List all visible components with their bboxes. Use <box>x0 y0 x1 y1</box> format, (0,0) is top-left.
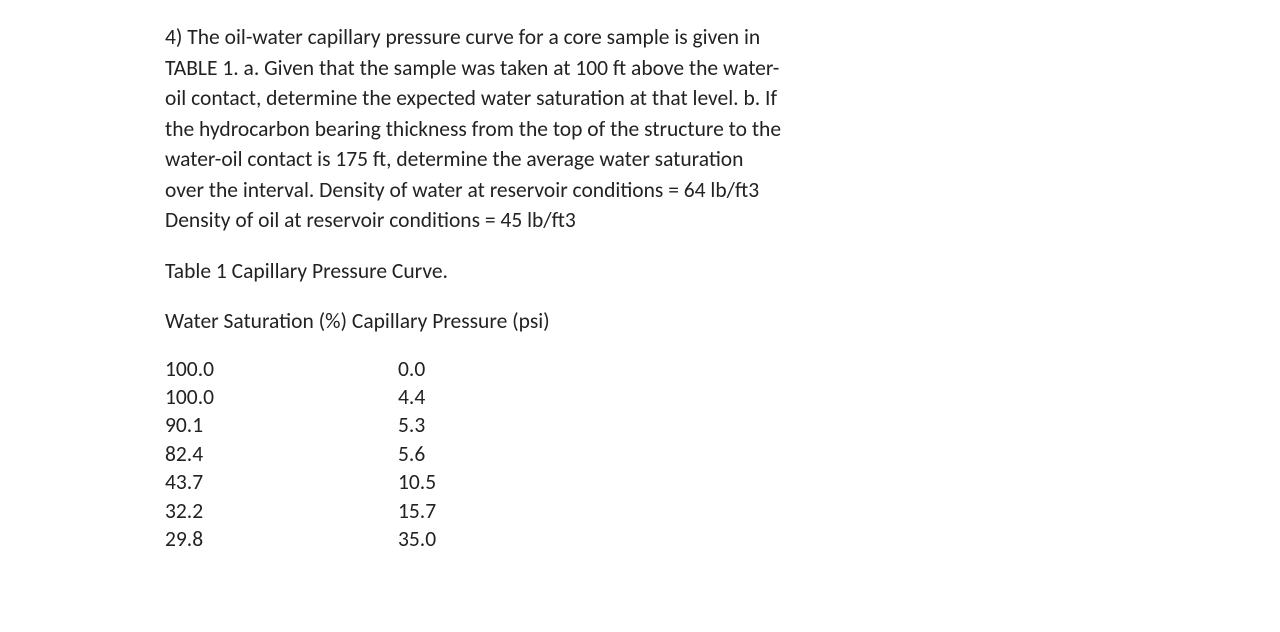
capillary-pressure-table: 100.0 0.0 100.0 4.4 90.1 5.3 82.4 5.6 43… <box>165 355 436 554</box>
cell-water-saturation: 29.8 <box>165 525 398 553</box>
cell-water-saturation: 43.7 <box>165 468 398 496</box>
cell-capillary-pressure: 5.3 <box>398 411 436 439</box>
table-title: Table 1 Capillary Pressure Curve. <box>165 256 785 287</box>
cell-capillary-pressure: 35.0 <box>398 525 436 553</box>
cell-capillary-pressure: 10.5 <box>398 468 436 496</box>
cell-capillary-pressure: 5.6 <box>398 440 436 468</box>
cell-water-saturation: 100.0 <box>165 383 398 411</box>
cell-water-saturation: 100.0 <box>165 355 398 383</box>
table-row: 100.0 4.4 <box>165 383 436 411</box>
table-column-headers: Water Saturation (%) Capillary Pressure … <box>165 306 785 337</box>
cell-water-saturation: 90.1 <box>165 411 398 439</box>
cell-water-saturation: 82.4 <box>165 440 398 468</box>
cell-capillary-pressure: 0.0 <box>398 355 436 383</box>
cell-capillary-pressure: 15.7 <box>398 497 436 525</box>
problem-statement: 4) The oil-water capillary pressure curv… <box>165 22 785 236</box>
table-row: 29.8 35.0 <box>165 525 436 553</box>
table-row: 32.2 15.7 <box>165 497 436 525</box>
cell-water-saturation: 32.2 <box>165 497 398 525</box>
cell-capillary-pressure: 4.4 <box>398 383 436 411</box>
page: 4) The oil-water capillary pressure curv… <box>0 0 950 553</box>
table-row: 90.1 5.3 <box>165 411 436 439</box>
table-row: 100.0 0.0 <box>165 355 436 383</box>
table-row: 43.7 10.5 <box>165 468 436 496</box>
table-row: 82.4 5.6 <box>165 440 436 468</box>
